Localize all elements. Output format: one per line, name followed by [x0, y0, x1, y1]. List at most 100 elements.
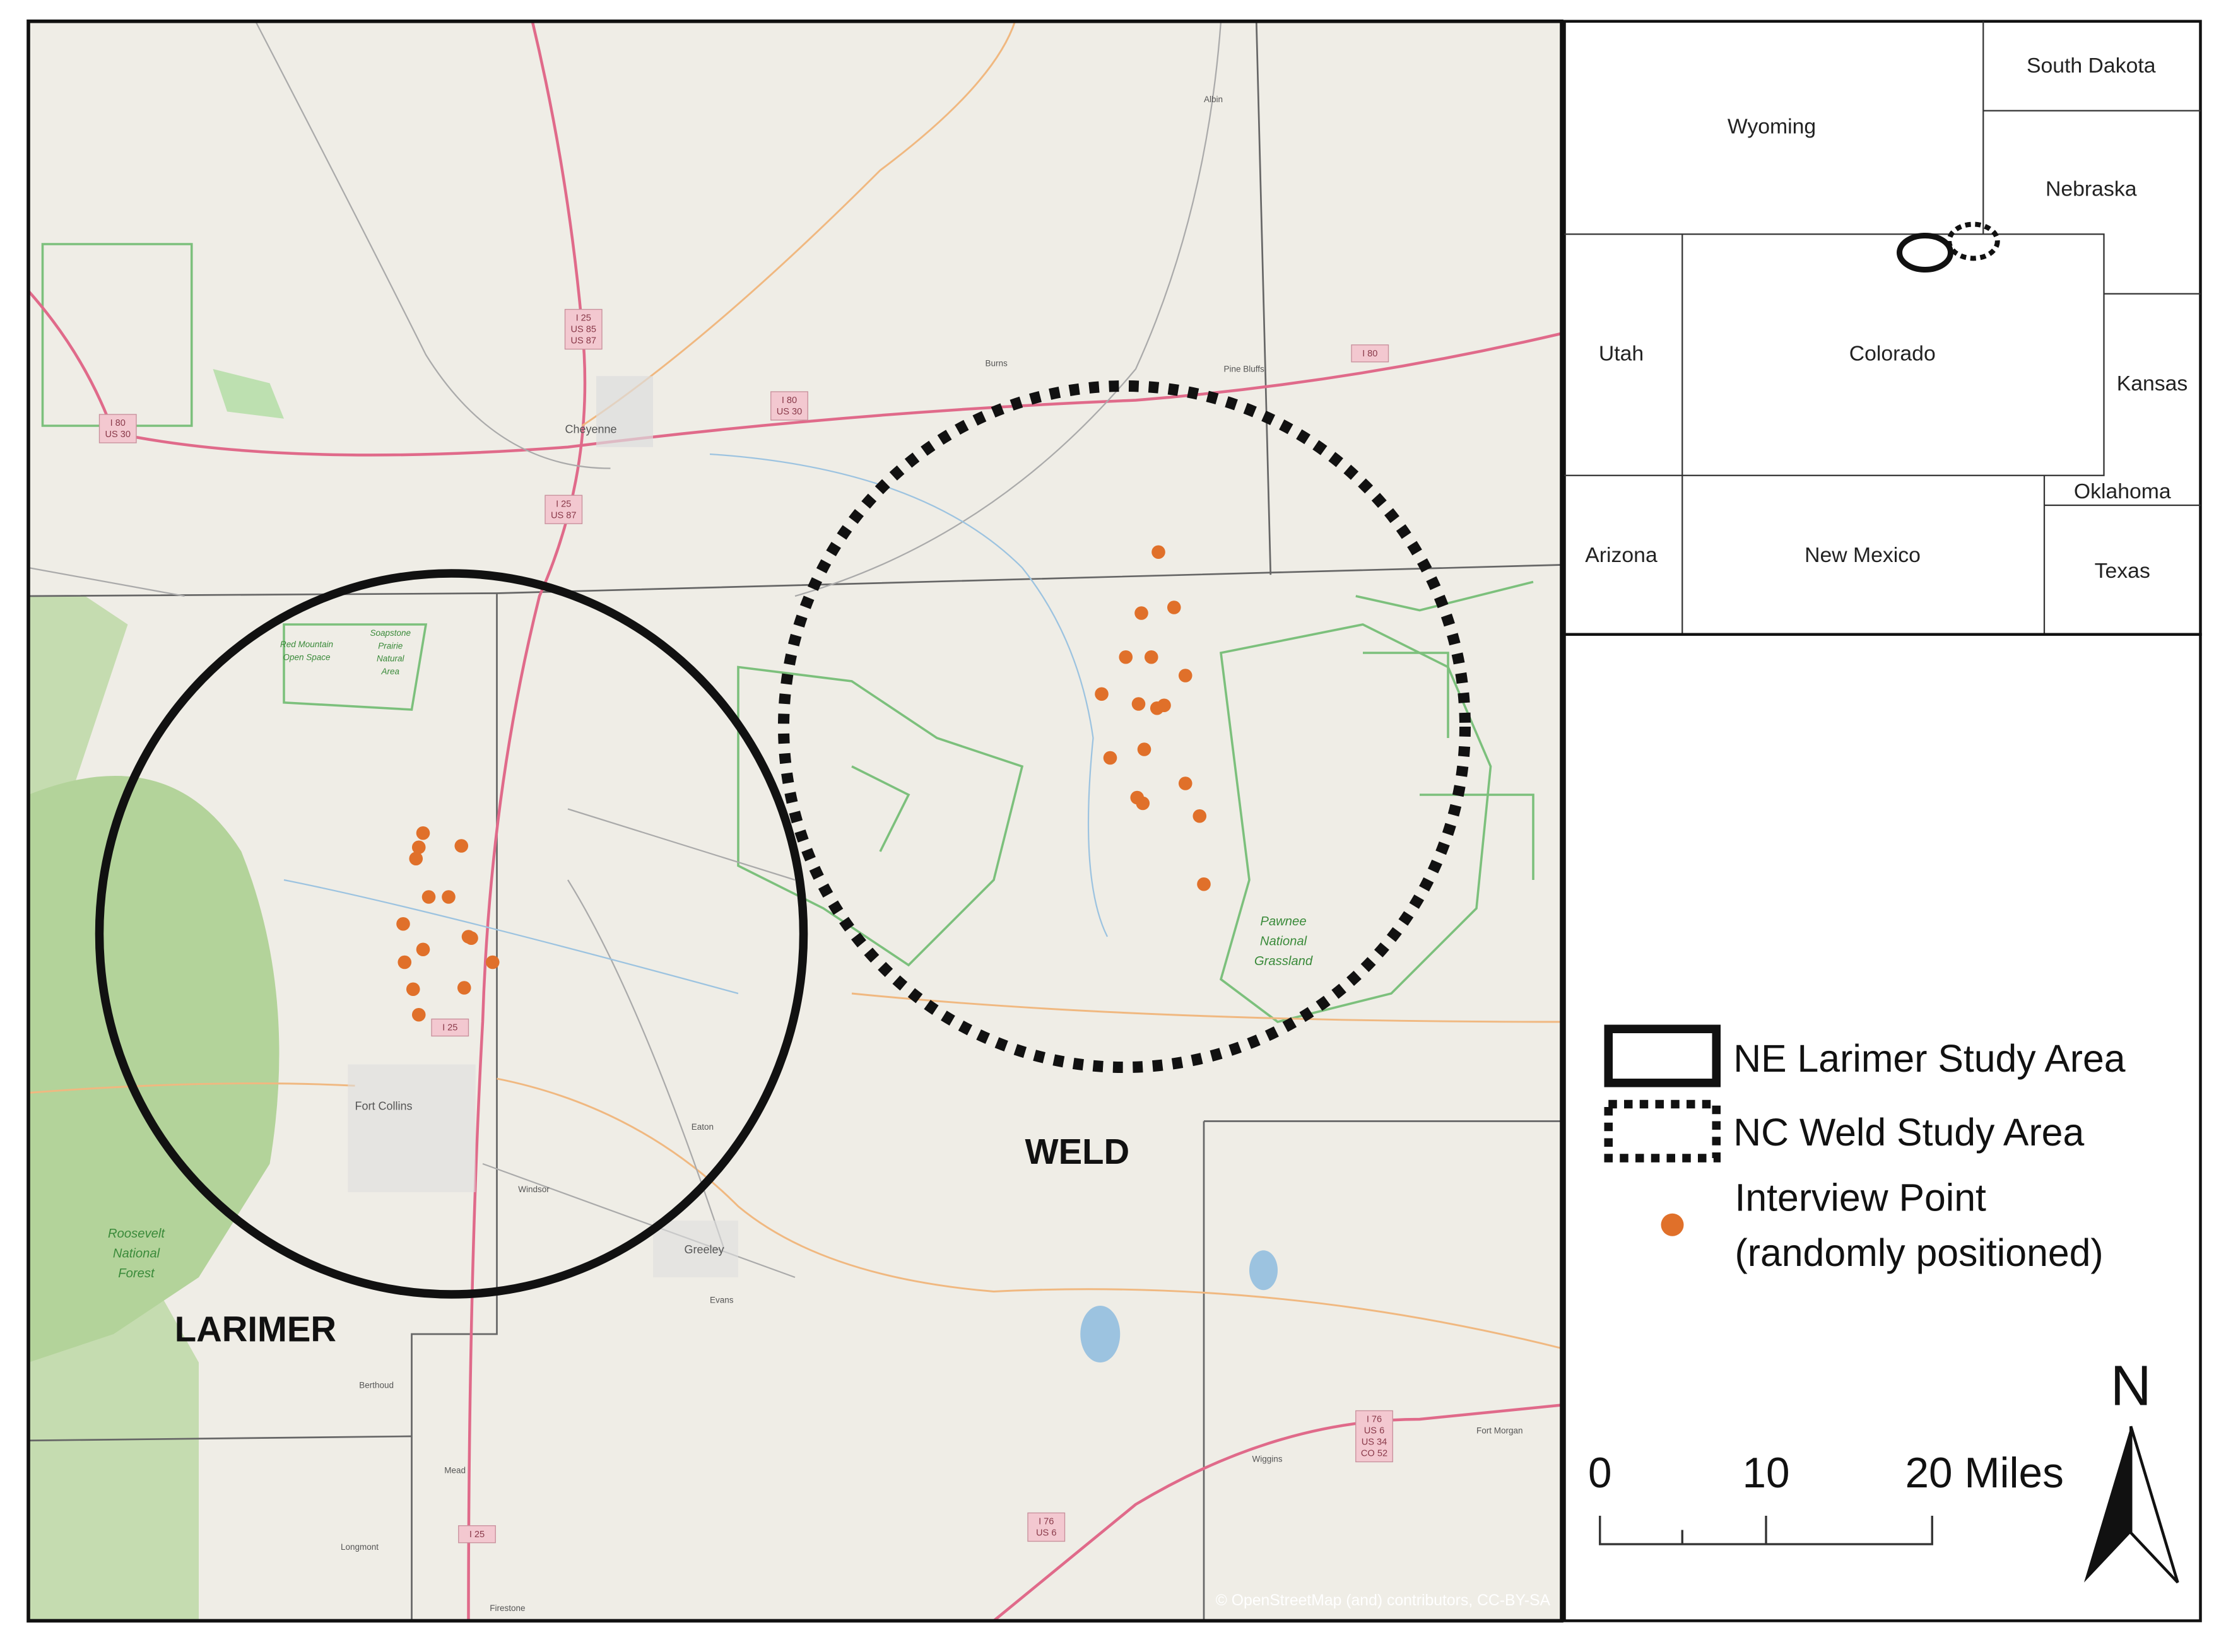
state-label: Arizona — [1585, 543, 1658, 567]
county-label: WELD — [1025, 1132, 1130, 1171]
shield — [770, 391, 808, 421]
place-label: Albin — [1204, 95, 1223, 104]
state-label: Nebraska — [2046, 177, 2137, 201]
shield-label: I 80 — [1362, 349, 1377, 359]
area-label: Soapstone Prairie Natural Area — [370, 628, 411, 676]
place-label: Fort Morgan — [1476, 1426, 1523, 1436]
label-line: Natural — [377, 654, 405, 664]
place-label: Berthoud — [359, 1381, 394, 1390]
shield — [1027, 1512, 1066, 1542]
label-line: Grassland — [1254, 954, 1313, 968]
interview-point — [411, 1007, 426, 1022]
legend-label: Interview Point — [1735, 1176, 1987, 1219]
label-line: Pawnee — [1260, 915, 1306, 929]
interview-point — [411, 840, 426, 855]
place-label: Mead — [444, 1466, 466, 1475]
label-line: Roosevelt — [108, 1227, 165, 1241]
interview-point — [396, 917, 410, 931]
attribution: © OpenStreetMap (and) contributors, CC-B… — [1216, 1592, 1551, 1609]
interview-point — [1131, 697, 1146, 711]
state-label: New Mexico — [1805, 543, 1921, 567]
interview-point — [409, 852, 423, 866]
shield-label: I 25 — [442, 1023, 457, 1033]
label-line: Area — [380, 667, 399, 676]
interview-point — [464, 931, 478, 946]
place-label: Windsor — [518, 1185, 550, 1194]
weld-study-area — [778, 380, 1471, 1073]
shield-label: I 25 — [576, 313, 591, 324]
interview-point — [398, 955, 412, 970]
scale-label: 0 — [1588, 1450, 1612, 1497]
interview-point — [1178, 776, 1192, 790]
area-label: Red Mountain Open Space — [280, 640, 333, 662]
label-line: National — [1260, 935, 1307, 949]
north-arrow: N — [2084, 1355, 2179, 1584]
legend-swatch — [1604, 1099, 1721, 1163]
map-labels: Cheyenne Fort Collins Greeley Windsor Ea… — [108, 95, 1551, 1613]
state-label: Oklahoma — [2074, 479, 2171, 503]
interview-point — [421, 890, 436, 904]
interview-point — [406, 982, 420, 997]
state-label: Utah — [1599, 342, 1644, 366]
interview-point — [485, 955, 500, 970]
interview-point — [1134, 606, 1148, 620]
interview-point — [1197, 877, 1211, 891]
interview-point — [1167, 600, 1181, 614]
larimer-study-area — [95, 569, 808, 1299]
state-label: Texas — [2095, 559, 2150, 583]
interview-point — [1178, 669, 1192, 682]
shield-label: US 30 — [777, 407, 803, 417]
legend-swatch — [1604, 1024, 1721, 1087]
place-label: Pine Bluffs — [1224, 365, 1265, 374]
place-label: Longmont — [341, 1542, 379, 1552]
shield-label: US 6 — [1036, 1528, 1056, 1538]
state-label: Colorado — [1849, 342, 1936, 366]
north-label: N — [2111, 1355, 2152, 1418]
interview-point — [1095, 687, 1109, 701]
state-label: Wyoming — [1728, 115, 1816, 139]
legend-label: NC Weld Study Area — [1733, 1111, 2084, 1154]
shield-label: US 85 — [570, 325, 596, 335]
county-label: LARIMER — [175, 1309, 336, 1349]
place-label: Fort Collins — [355, 1100, 413, 1113]
place-label: Evans — [710, 1296, 734, 1305]
shield-label: US 87 — [570, 336, 596, 346]
shield-label: I 80 — [110, 418, 126, 428]
shield-label: I 25 — [556, 499, 571, 509]
interview-point — [1192, 809, 1207, 823]
map-frame — [26, 19, 1564, 1623]
interview-point — [442, 890, 456, 904]
state-label: Kansas — [2117, 372, 2188, 395]
interview-point — [457, 981, 471, 995]
label-line: Forest — [118, 1267, 155, 1280]
label-line: Open Space — [283, 652, 330, 662]
place-label: Wiggins — [1252, 1455, 1283, 1464]
interview-point — [1144, 650, 1158, 664]
state-label: South Dakota — [2027, 54, 2156, 78]
interview-points — [396, 545, 1211, 1022]
shield-label: I 25 — [469, 1530, 485, 1540]
legend-label: (randomly positioned) — [1735, 1231, 2104, 1274]
label-line: National — [113, 1247, 160, 1261]
place-label: Cheyenne — [565, 423, 617, 435]
shield — [1351, 344, 1389, 363]
interview-point — [1103, 751, 1117, 765]
shield-label: US 6 — [1364, 1426, 1384, 1436]
interview-point — [1119, 650, 1133, 664]
interview-point — [1136, 796, 1150, 811]
shield — [1355, 1410, 1393, 1463]
inset-map: South Dakota Wyoming Nebraska Utah Color… — [1563, 20, 2202, 636]
interview-point — [1137, 742, 1151, 756]
legend-panel — [1563, 633, 2202, 1622]
shield-label: US 34 — [1362, 1438, 1387, 1448]
scale-label: 20 Miles — [1905, 1450, 2064, 1497]
shield-label: I 76 — [1039, 1517, 1054, 1527]
label-line: Red Mountain — [280, 640, 333, 649]
shield-label: US 30 — [105, 430, 131, 440]
shield-label: I 80 — [782, 395, 797, 406]
place-label: Eaton — [692, 1122, 714, 1132]
interview-point — [454, 839, 469, 853]
interview-point — [1157, 698, 1171, 713]
